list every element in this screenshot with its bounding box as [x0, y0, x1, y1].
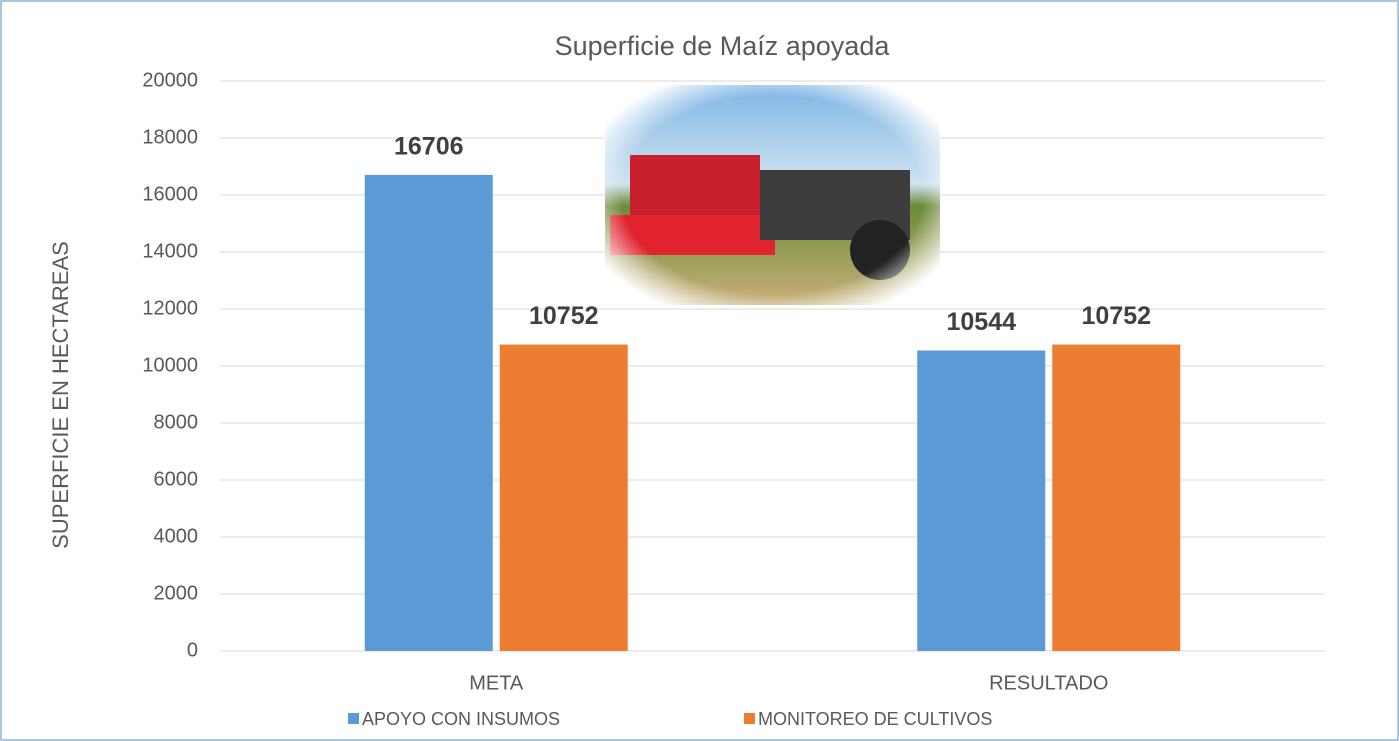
y-tick-label: 2000	[154, 582, 199, 604]
y-tick-label: 10000	[142, 354, 198, 376]
data-label: 10544	[946, 308, 1016, 336]
y-tick-label: 18000	[142, 126, 198, 148]
legend-swatch	[744, 713, 755, 724]
y-tick-label: 16000	[142, 183, 198, 205]
y-tick-label: 0	[187, 639, 198, 661]
photo	[605, 85, 940, 305]
legend-swatch	[348, 713, 359, 724]
bar	[500, 345, 628, 651]
y-axis-label: SUPERFICIE EN HECTAREAS	[48, 241, 73, 549]
bar	[1052, 345, 1180, 651]
x-tick-label: RESULTADO	[989, 672, 1108, 694]
data-label: 10752	[1081, 302, 1151, 330]
y-tick-label: 6000	[154, 468, 199, 490]
bar	[365, 175, 493, 651]
chart: 0 2000 4000 6000 8000 10000 12000 14000 16000 180…	[0, 0, 1399, 741]
bar	[917, 350, 1045, 651]
data-label: 10752	[529, 302, 599, 330]
y-tick-label: 8000	[154, 411, 199, 433]
x-tick-label: META	[469, 672, 524, 694]
chart-title: Superficie de Maíz apoyada	[555, 31, 891, 61]
data-label: 16706	[394, 132, 464, 160]
y-tick-label: 4000	[154, 525, 199, 547]
legend-label: APOYO CON INSUMOS	[362, 709, 560, 729]
y-tick-label: 12000	[142, 297, 198, 319]
y-tick-label: 14000	[142, 240, 198, 262]
legend-label: MONITOREO DE CULTIVOS	[758, 709, 992, 729]
y-tick-label: 20000	[142, 69, 198, 91]
